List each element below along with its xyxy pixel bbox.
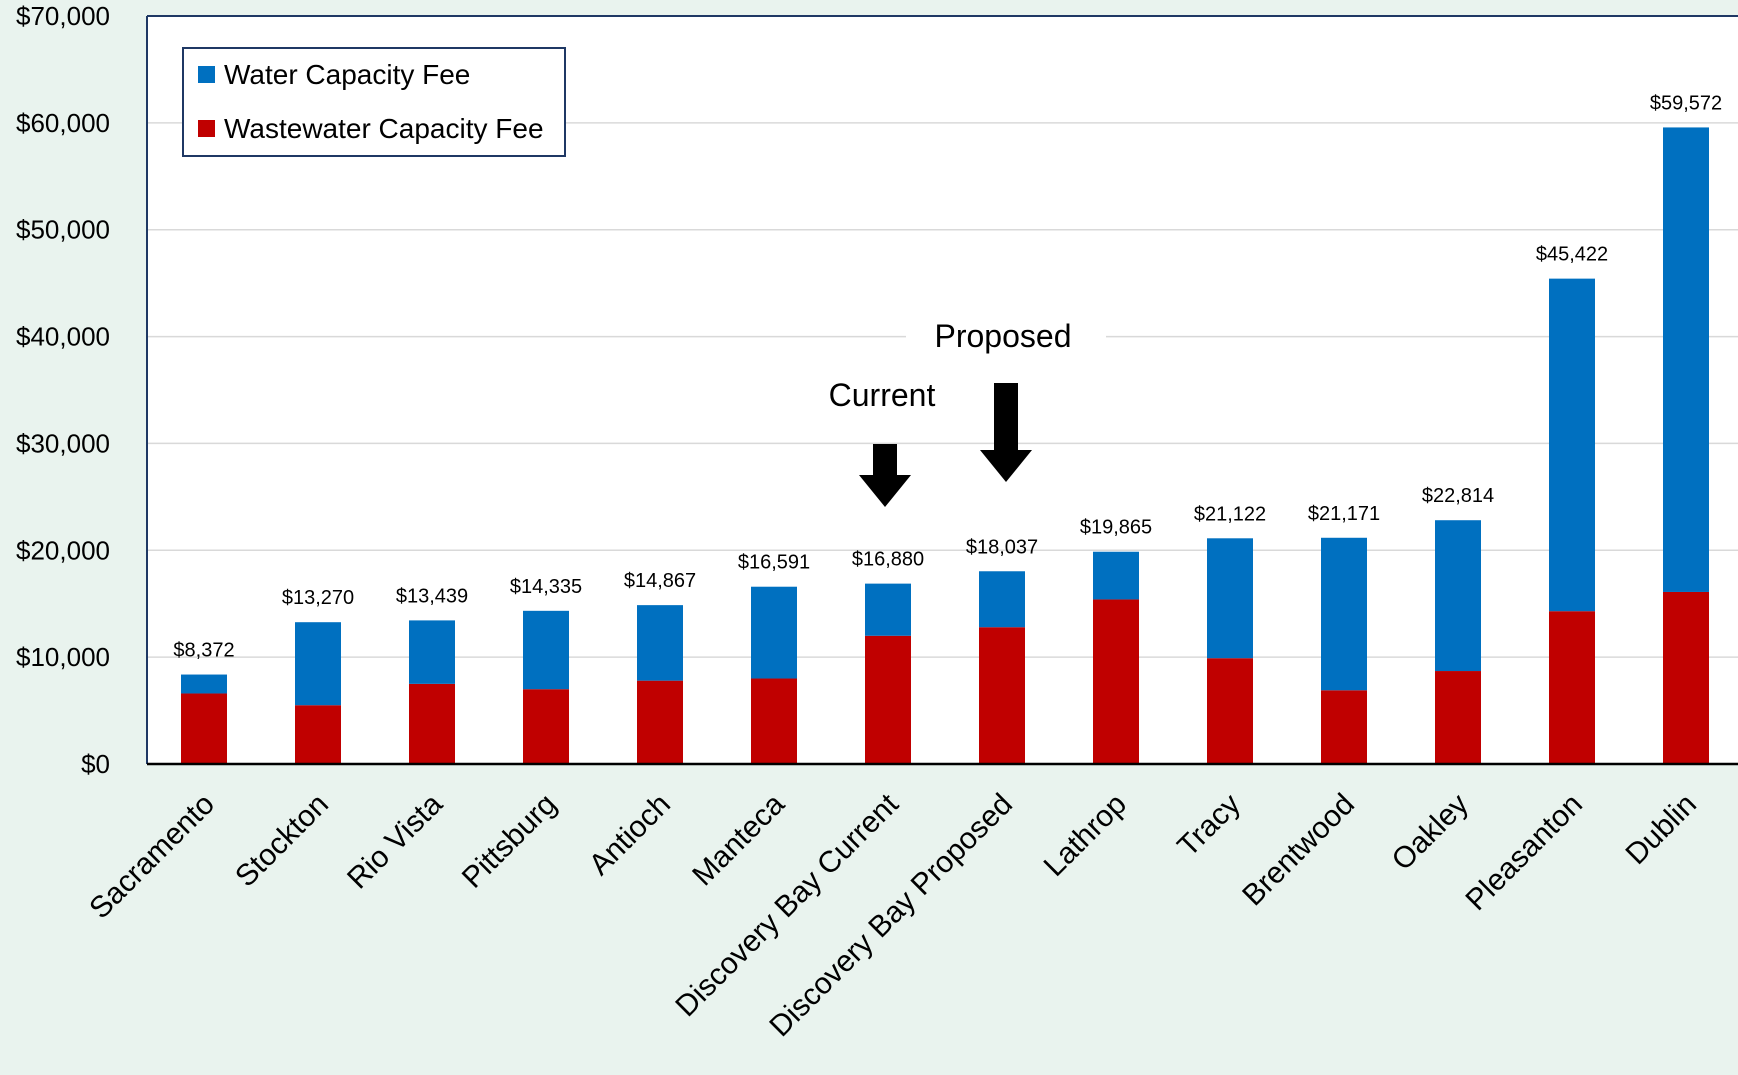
bar-wastewater (1093, 599, 1139, 764)
bar-water (979, 571, 1025, 628)
bar-wastewater (979, 627, 1025, 764)
bar-water (751, 586, 797, 679)
total-data-label: $16,591 (738, 552, 810, 574)
bar-water (1207, 538, 1253, 659)
x-tick-label: Pleasanton (1459, 788, 1588, 917)
total-data-label: $45,422 (1536, 244, 1608, 266)
annotation-proposed-bg (906, 318, 1106, 362)
total-data-label: $13,270 (282, 587, 354, 609)
x-tick-label: Antioch (583, 788, 677, 882)
annotation-arrow-proposed-icon (980, 383, 1032, 482)
bar-water (637, 605, 683, 681)
total-data-label: $14,335 (510, 576, 582, 598)
x-tick-label: Oakley (1386, 788, 1475, 877)
bar-water (1435, 520, 1481, 672)
x-tick-label: Tracy (1171, 788, 1247, 864)
total-data-label: $16,880 (852, 549, 924, 571)
bar-wastewater (409, 683, 455, 764)
bar-wastewater (1663, 591, 1709, 764)
bar-water (1093, 551, 1139, 600)
total-data-label: $14,867 (624, 570, 696, 592)
annotation-arrow-current-icon (859, 444, 911, 507)
x-tick-label: Stockton (229, 788, 335, 894)
y-tick-label: $70,000 (16, 1, 110, 31)
y-tick-label: $0 (81, 749, 110, 779)
x-tick-label: Brentwood (1236, 788, 1361, 913)
legend-box (182, 47, 566, 157)
bar-wastewater (865, 635, 911, 764)
y-tick-label: $10,000 (16, 642, 110, 672)
x-tick-label: Rio Vista (341, 787, 449, 895)
x-tick-label: Discovery Bay Proposed (763, 788, 1019, 1044)
bar-water (1549, 278, 1595, 612)
bar-water (295, 622, 341, 706)
y-tick-label: $50,000 (16, 215, 110, 245)
x-tick-label: Manteca (686, 787, 791, 892)
x-tick-label: Pittsburg (456, 788, 563, 895)
bar-wastewater (181, 693, 227, 764)
bar-water (181, 674, 227, 694)
x-tick-label: Sacramento (83, 788, 221, 926)
x-tick-label: Lathrop (1038, 788, 1133, 883)
legend-label: Water Capacity Fee (224, 59, 470, 90)
legend-label: Wastewater Capacity Fee (224, 113, 544, 144)
bar-wastewater (1207, 658, 1253, 764)
bar-wastewater (1549, 611, 1595, 764)
bar-water (1663, 127, 1709, 592)
total-data-label: $21,171 (1308, 503, 1380, 525)
total-data-label: $21,122 (1194, 503, 1266, 525)
total-data-label: $59,572 (1650, 92, 1722, 114)
bar-wastewater (295, 705, 341, 764)
bar-water (1321, 537, 1367, 691)
bar-wastewater (637, 680, 683, 764)
bar-wastewater (751, 678, 797, 764)
total-data-label: $19,865 (1080, 517, 1152, 539)
bar-wastewater (1435, 671, 1481, 764)
y-tick-label: $30,000 (16, 428, 110, 458)
x-tick-label: Dublin (1619, 788, 1702, 871)
annotation-label-current: Current (829, 377, 936, 413)
legend-swatch (198, 120, 215, 137)
y-tick-label: $40,000 (16, 322, 110, 352)
bar-water (409, 620, 455, 684)
total-data-label: $13,439 (396, 585, 468, 607)
y-tick-label: $60,000 (16, 108, 110, 138)
y-tick-label: $20,000 (16, 535, 110, 565)
bar-wastewater (523, 689, 569, 764)
total-data-label: $8,372 (173, 640, 234, 662)
legend-swatch (198, 66, 215, 83)
total-data-label: $18,037 (966, 536, 1038, 558)
bar-water (865, 583, 911, 636)
bar-water (523, 610, 569, 690)
annotation-label-proposed: Proposed (935, 318, 1072, 354)
bar-wastewater (1321, 690, 1367, 764)
x-tick-label: Discovery Bay Current (669, 787, 905, 1023)
total-data-label: $22,814 (1422, 485, 1494, 507)
